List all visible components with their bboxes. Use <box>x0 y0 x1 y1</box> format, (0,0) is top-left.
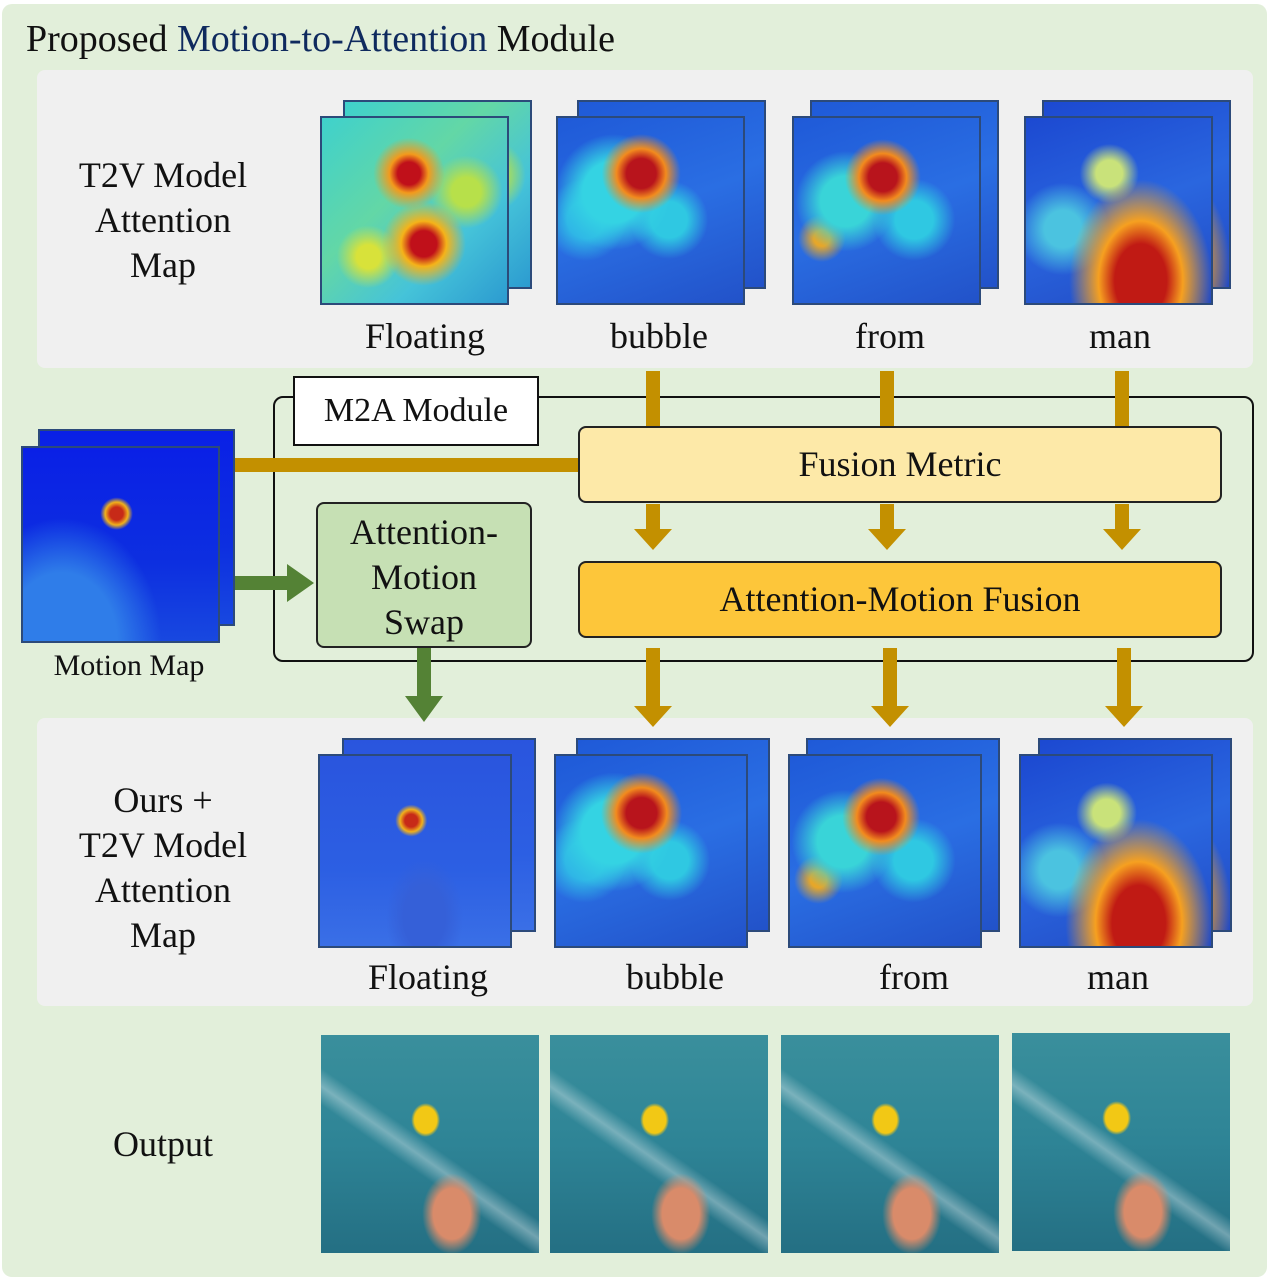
swap-line-2: Motion <box>370 557 477 597</box>
arrow-fusion-to-man <box>1105 648 1143 727</box>
bottom-word-bubble: bubble <box>626 957 724 997</box>
motion-map-label: Motion Map <box>53 649 205 682</box>
top-attention-map-floating <box>320 116 509 305</box>
swap-line-1: Attention- <box>350 512 498 552</box>
top-row-label: T2V Model Attention Map <box>50 153 276 288</box>
top-attention-map-bubble <box>556 116 745 305</box>
arrow-swap-to-floating <box>405 648 443 722</box>
top-word-man: man <box>1089 316 1151 356</box>
m2a-module-border <box>273 396 1254 662</box>
bottom-attention-map-man <box>1019 754 1213 948</box>
bottom-attention-map-floating <box>318 754 512 948</box>
bottom-attention-map-bubble <box>554 754 748 948</box>
title-suffix: Module <box>496 18 615 60</box>
title-prefix: Proposed <box>26 18 168 60</box>
arrow-fusion-to-bubble <box>634 648 672 727</box>
arrow-man-to-metric <box>1115 371 1129 426</box>
top-word-floating: Floating <box>364 316 485 356</box>
top-row-label-line-3: Map <box>130 245 196 285</box>
output-frame-2 <box>550 1035 768 1253</box>
arrow-metric-to-fusion-1 <box>634 504 672 550</box>
top-attention-map-from <box>792 116 981 305</box>
bottom-row-label-line-1: Ours + <box>113 780 213 820</box>
motion-map <box>21 446 220 643</box>
output-frame-1 <box>321 1035 539 1253</box>
top-row-label-line-2: Attention <box>95 200 231 240</box>
arrow-fusion-to-from <box>871 648 909 727</box>
output-label: Output <box>112 1124 213 1164</box>
arrow-bubble-to-metric <box>646 371 660 426</box>
top-word-bubble: bubble <box>610 316 708 356</box>
diagram-title: Proposed Motion-to-Attention Module <box>26 16 615 62</box>
swap-line-3: Swap <box>384 602 464 642</box>
arrow-metric-to-fusion-3 <box>1103 504 1141 550</box>
arrow-metric-to-fusion-2 <box>868 504 906 550</box>
arrow-from-to-metric <box>880 371 894 426</box>
m2a-module-label: M2A Module <box>293 376 539 446</box>
top-row-label-line-1: T2V Model <box>78 155 248 195</box>
output-frame-3 <box>781 1035 999 1253</box>
bottom-row-label: Ours + T2V Model Attention Map <box>50 778 276 958</box>
top-word-from: from <box>855 316 925 356</box>
fusion-metric-box: Fusion Metric <box>578 426 1222 503</box>
bottom-word-man: man <box>1087 957 1149 997</box>
bottom-word-floating: Floating <box>367 957 488 997</box>
attention-motion-swap-box: Attention- Motion Swap <box>316 502 532 648</box>
arrow-motion-to-swap <box>235 564 314 602</box>
bottom-row-label-line-2: T2V Model <box>78 825 248 865</box>
bottom-row-label-line-3: Attention <box>95 870 231 910</box>
output-frame-4 <box>1012 1033 1230 1251</box>
title-highlight: Motion-to-Attention <box>176 18 488 60</box>
attention-motion-fusion-box: Attention-Motion Fusion <box>578 561 1222 638</box>
bottom-word-from: from <box>879 957 949 997</box>
top-attention-map-man <box>1024 116 1213 305</box>
bottom-attention-map-from <box>788 754 982 948</box>
motion-to-metric-line <box>235 458 578 472</box>
bottom-row-label-line-4: Map <box>130 915 196 955</box>
